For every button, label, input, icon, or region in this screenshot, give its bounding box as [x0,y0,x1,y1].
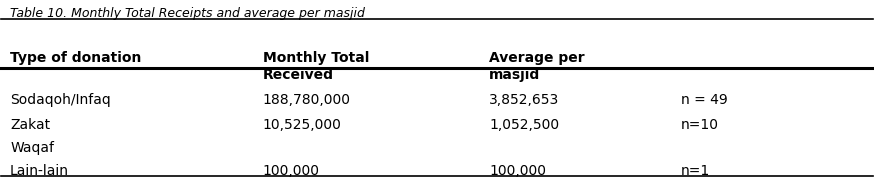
Text: 100,000: 100,000 [489,164,546,178]
Text: Average per
masjid: Average per masjid [489,51,585,82]
Text: Type of donation: Type of donation [10,51,142,65]
Text: Zakat: Zakat [10,118,50,132]
Text: Table 10. Monthly Total Receipts and average per masjid: Table 10. Monthly Total Receipts and ave… [10,7,365,20]
Text: 10,525,000: 10,525,000 [263,118,342,132]
Text: 3,852,653: 3,852,653 [489,93,559,107]
Text: Monthly Total
Received: Monthly Total Received [263,51,369,82]
Text: Waqaf: Waqaf [10,141,54,155]
Text: Lain-lain: Lain-lain [10,164,69,178]
Text: 100,000: 100,000 [263,164,320,178]
Text: 1,052,500: 1,052,500 [489,118,559,132]
Text: 188,780,000: 188,780,000 [263,93,350,107]
Text: Sodaqoh/Infaq: Sodaqoh/Infaq [10,93,111,107]
Text: n = 49: n = 49 [681,93,728,107]
Text: n=1: n=1 [681,164,711,178]
Text: n=10: n=10 [681,118,719,132]
